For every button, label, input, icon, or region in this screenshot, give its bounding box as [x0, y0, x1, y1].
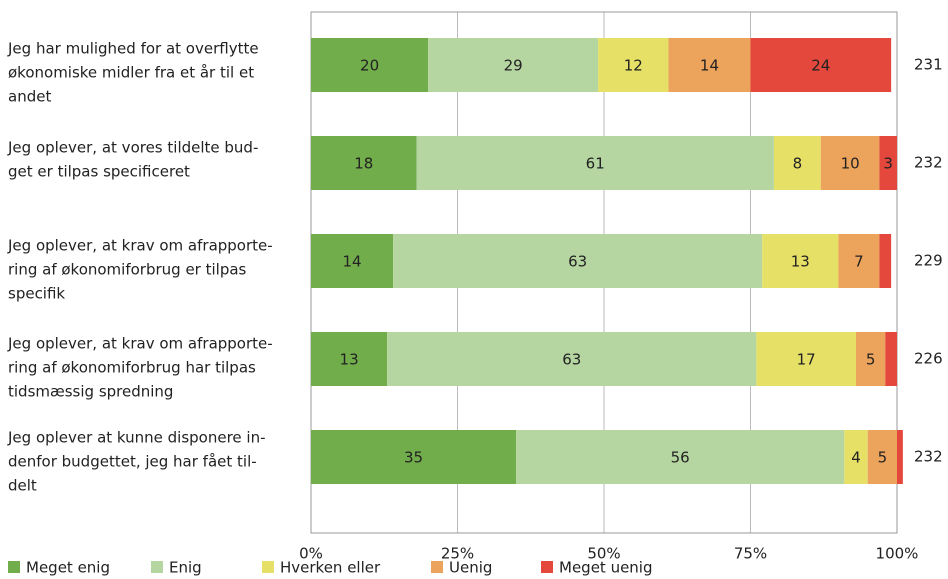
legend-label: Enig — [169, 559, 202, 577]
category-label: andet — [8, 88, 51, 106]
bar-segment — [428, 38, 599, 92]
total-label: 232 — [914, 154, 943, 172]
value-label: 35 — [404, 449, 423, 467]
value-label: 13 — [791, 253, 810, 271]
bar-segment — [311, 234, 394, 288]
legend-swatch — [151, 561, 163, 573]
value-label: 56 — [671, 449, 690, 467]
total-label: 229 — [914, 252, 943, 270]
bar-segment — [838, 234, 880, 288]
value-label: 4 — [851, 449, 861, 467]
bar-segment — [668, 38, 751, 92]
value-label: 29 — [504, 57, 523, 75]
value-label: 8 — [793, 155, 803, 173]
value-label: 14 — [342, 253, 361, 271]
value-label: 5 — [866, 351, 876, 369]
total-label: 231 — [914, 56, 943, 74]
bar-segment — [885, 332, 897, 386]
bar-segment — [756, 332, 856, 386]
category-label: get er tilpas specificeret — [8, 163, 190, 181]
value-label: 13 — [340, 351, 359, 369]
legend-swatch — [8, 561, 20, 573]
bar-segment — [311, 136, 417, 190]
category-label: delt — [8, 477, 37, 495]
value-label: 63 — [568, 253, 587, 271]
category-label: ring af økonomiforbrug har tilpas — [8, 359, 256, 377]
value-label: 14 — [700, 57, 719, 75]
bar-segment — [867, 430, 897, 484]
category-label: Jeg oplever, at krav om afrapporte- — [7, 335, 273, 353]
total-label: 232 — [914, 448, 943, 466]
category-label: tidsmæssig spredning — [8, 383, 173, 401]
category-label: denfor budgettet, jeg har fået til- — [8, 453, 257, 471]
category-label: Jeg oplever at kunne disponere in- — [7, 429, 266, 447]
x-tick-label: 0% — [299, 545, 323, 563]
legend-label: Hverken eller — [280, 559, 381, 577]
x-tick-label: 50% — [587, 545, 620, 563]
value-label: 12 — [624, 57, 643, 75]
legend-swatch — [541, 561, 553, 573]
value-label: 18 — [354, 155, 373, 173]
bar-segment — [311, 38, 429, 92]
bar-segment — [897, 430, 903, 484]
bar-segment — [387, 332, 757, 386]
category-label: økonomiske midler fra et år til et — [8, 64, 254, 82]
bar-segment — [516, 430, 845, 484]
value-label: 17 — [797, 351, 816, 369]
value-label: 20 — [360, 57, 379, 75]
legend-label: Meget enig — [26, 559, 110, 577]
legend-label: Uenig — [449, 559, 492, 577]
category-label: Jeg har mulighed for at overflytte — [7, 40, 259, 58]
bar-segment — [762, 234, 839, 288]
category-label: specifik — [8, 285, 65, 303]
value-label: 24 — [811, 57, 830, 75]
value-label: 3 — [883, 155, 893, 173]
category-label: Jeg oplever, at krav om afrapporte- — [7, 237, 273, 255]
bar-segment — [416, 136, 774, 190]
x-tick-label: 100% — [876, 545, 919, 563]
total-label: 226 — [914, 350, 943, 368]
value-label: 5 — [878, 449, 888, 467]
bar-segment — [393, 234, 763, 288]
bar-segment — [750, 38, 892, 92]
bar-segment — [598, 38, 669, 92]
x-tick-label: 25% — [441, 545, 474, 563]
legend-label: Meget uenig — [559, 559, 653, 577]
legend-swatch — [262, 561, 274, 573]
bar-segment — [311, 430, 517, 484]
bar-segment — [820, 136, 880, 190]
bar-segment — [844, 430, 868, 484]
bar-segment — [879, 234, 892, 288]
legend-swatch — [431, 561, 443, 573]
category-label: ring af økonomiforbrug er tilpas — [8, 261, 247, 279]
bar-segment — [773, 136, 821, 190]
value-label: 61 — [586, 155, 605, 173]
bar-segment — [855, 332, 886, 386]
x-tick-label: 75% — [734, 545, 767, 563]
bar-segment — [311, 332, 388, 386]
value-label: 63 — [562, 351, 581, 369]
value-label: 7 — [854, 253, 864, 271]
value-label: 10 — [841, 155, 860, 173]
bar-segment — [879, 136, 897, 190]
category-label: Jeg oplever, at vores tildelte bud- — [7, 139, 258, 157]
